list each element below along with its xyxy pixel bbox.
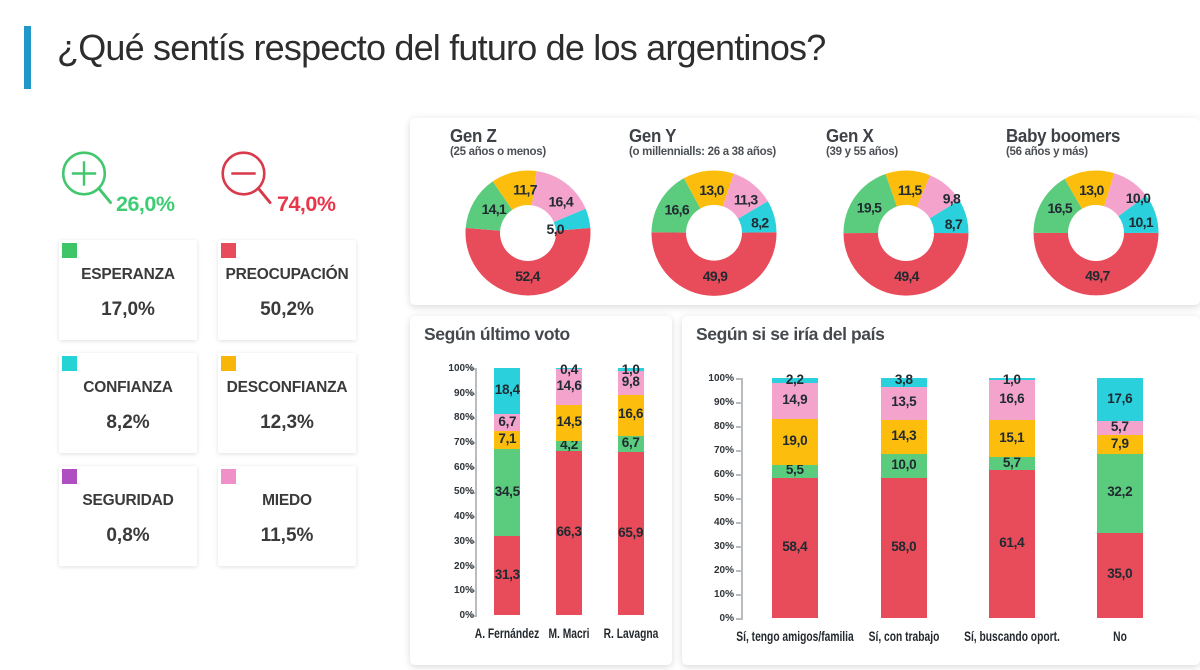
- svg-text:19,5: 19,5: [857, 199, 882, 215]
- svg-text:8,2: 8,2: [751, 214, 769, 230]
- svg-text:52,4: 52,4: [515, 268, 540, 284]
- svg-text:16,5: 16,5: [1047, 199, 1072, 215]
- svg-text:13,0: 13,0: [1079, 182, 1104, 198]
- svg-text:13,0: 13,0: [699, 182, 724, 198]
- svg-text:16,6: 16,6: [664, 201, 689, 217]
- svg-text:10,0: 10,0: [1126, 189, 1151, 205]
- svg-text:49,7: 49,7: [1085, 267, 1110, 283]
- svg-text:49,9: 49,9: [703, 267, 728, 283]
- svg-text:5,0: 5,0: [547, 220, 565, 236]
- svg-text:16,4: 16,4: [548, 193, 573, 209]
- svg-text:14,1: 14,1: [482, 200, 507, 216]
- svg-text:9,8: 9,8: [943, 190, 961, 206]
- svg-text:10,1: 10,1: [1128, 214, 1153, 230]
- svg-text:8,7: 8,7: [945, 216, 963, 232]
- svg-text:11,3: 11,3: [734, 191, 759, 207]
- svg-text:11,7: 11,7: [513, 181, 538, 197]
- svg-text:11,5: 11,5: [898, 181, 923, 197]
- svg-text:49,4: 49,4: [894, 267, 919, 283]
